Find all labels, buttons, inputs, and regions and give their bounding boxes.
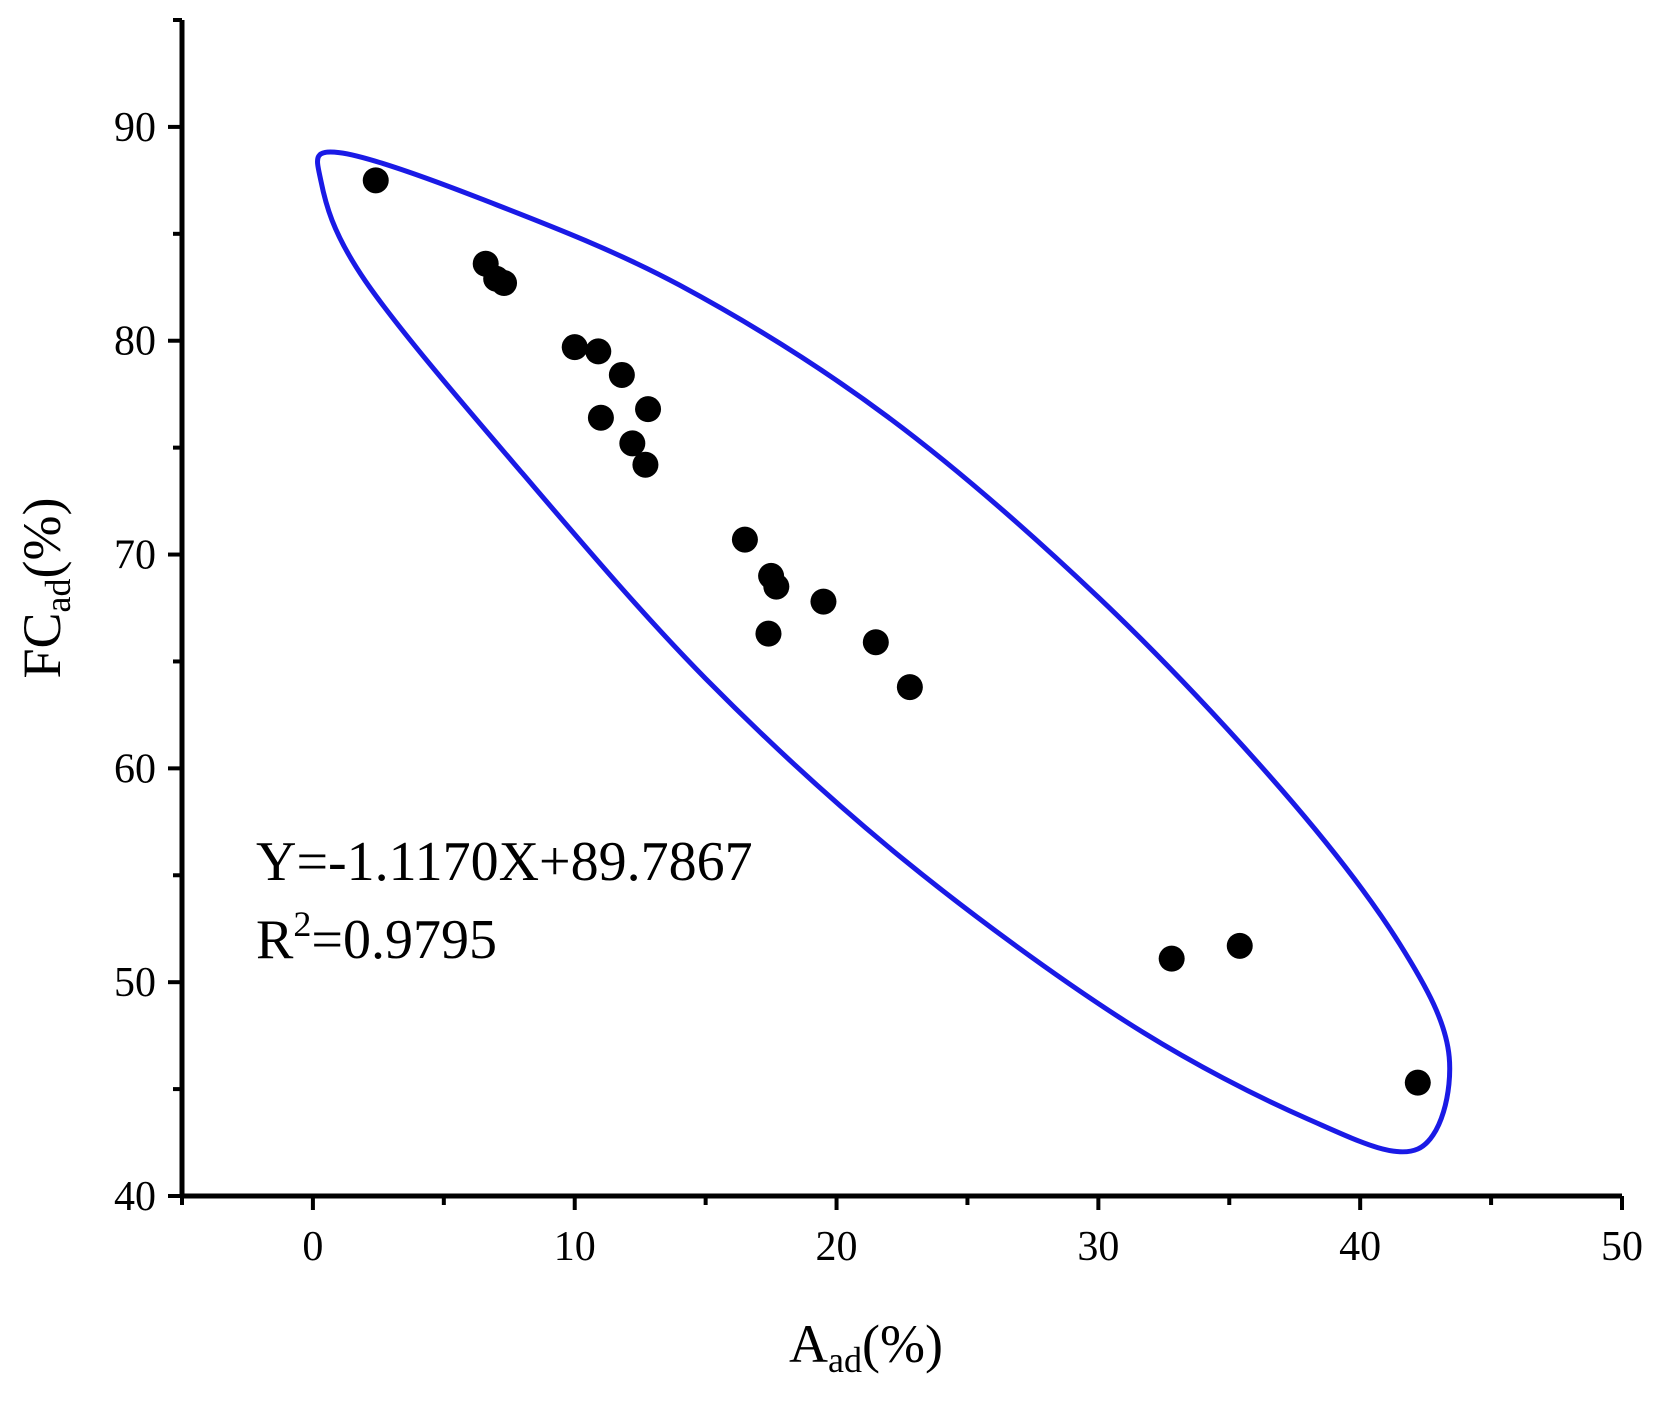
data-point bbox=[1404, 1069, 1431, 1096]
confidence-ellipse bbox=[315, 149, 1453, 1155]
confidence-ellipse-group bbox=[315, 149, 1453, 1155]
data-points bbox=[362, 167, 1431, 1096]
y-tick-label: 60 bbox=[114, 746, 156, 792]
data-point bbox=[362, 167, 389, 194]
data-point bbox=[1226, 932, 1253, 959]
data-point bbox=[635, 396, 662, 423]
y-tick-label: 70 bbox=[114, 533, 156, 579]
data-point bbox=[731, 526, 758, 553]
data-point bbox=[585, 338, 612, 365]
data-point bbox=[1158, 945, 1185, 972]
y-tick-label: 40 bbox=[114, 1174, 156, 1220]
x-tick-label: 0 bbox=[302, 1224, 323, 1270]
data-point bbox=[491, 269, 518, 296]
y-tick-label: 80 bbox=[114, 319, 156, 365]
data-point bbox=[561, 334, 588, 361]
y-tick-label: 90 bbox=[114, 105, 156, 151]
data-point bbox=[763, 573, 790, 600]
data-point bbox=[632, 451, 659, 478]
data-point bbox=[619, 430, 646, 457]
x-tick-label: 50 bbox=[1601, 1224, 1643, 1270]
y-tick-label: 50 bbox=[114, 960, 156, 1006]
y-axis-title: FCad(%) bbox=[12, 498, 78, 679]
data-point bbox=[862, 629, 889, 656]
data-point bbox=[896, 674, 923, 701]
data-point bbox=[608, 361, 635, 388]
regression-equation: Y=-1.1170X+89.7867 bbox=[256, 831, 753, 893]
data-point bbox=[587, 404, 614, 431]
x-tick-label: 20 bbox=[816, 1224, 858, 1270]
axes bbox=[179, 20, 1622, 1199]
x-tick-label: 30 bbox=[1077, 1224, 1119, 1270]
r-squared: R2=0.9795 bbox=[256, 904, 497, 971]
x-tick-label: 40 bbox=[1339, 1224, 1381, 1270]
ticks: 0 10 20 30 40 50 40 50 60 70 80 90 bbox=[114, 18, 1643, 1270]
data-point bbox=[755, 620, 782, 647]
x-axis-title: Aad(%) bbox=[789, 1314, 943, 1380]
x-tick-label: 10 bbox=[554, 1224, 596, 1270]
data-point bbox=[810, 588, 837, 615]
